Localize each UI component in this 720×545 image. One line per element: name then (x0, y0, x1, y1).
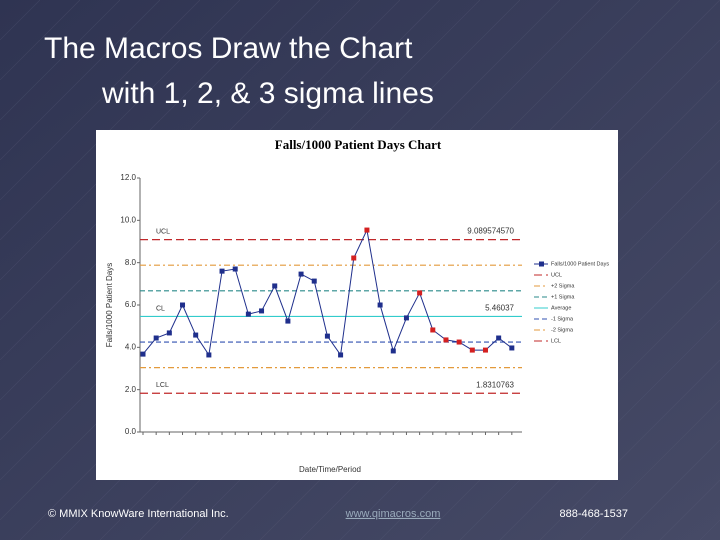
data-point (166, 330, 172, 336)
data-point (364, 227, 370, 233)
data-point (390, 348, 396, 354)
footer-right: 888-468-1537 (559, 508, 628, 520)
legend-point (539, 261, 544, 267)
data-point (219, 268, 225, 274)
data-point (259, 308, 265, 314)
data-point (482, 347, 488, 353)
control-line-tag: LCL (156, 382, 169, 389)
control-line-tag: UCL (156, 228, 170, 235)
data-point (456, 339, 462, 345)
data-point (206, 352, 212, 358)
data-point (509, 345, 515, 351)
y-tick-label: 2.0 (125, 385, 137, 394)
data-point (496, 335, 502, 341)
control-line-value: 1.8310763 (476, 380, 514, 389)
data-point (298, 271, 304, 277)
data-point (140, 351, 146, 357)
legend-label: Average (551, 305, 571, 311)
slide-title: The Macros Draw the Chart (44, 32, 413, 65)
data-point (193, 332, 199, 338)
legend-label: -1 Sigma (551, 316, 574, 322)
y-tick-label: 10.0 (120, 215, 136, 224)
footer-left: © MMIX KnowWare International Inc. (48, 508, 229, 520)
footer-link[interactable]: www.qimacros.com (345, 508, 441, 520)
data-point (403, 315, 409, 321)
data-point (443, 337, 449, 343)
data-point (272, 283, 278, 289)
data-point (377, 302, 383, 308)
data-point (417, 290, 423, 296)
data-point (351, 255, 357, 261)
y-tick-label: 8.0 (125, 258, 137, 267)
legend-label: Falls/1000 Patient Days (551, 261, 609, 267)
data-point (232, 266, 238, 272)
legend-label: UCL (551, 272, 562, 278)
x-axis-label: Date/Time/Period (299, 465, 361, 474)
data-point (469, 347, 475, 353)
slide-title: with 1, 2, & 3 sigma lines (101, 77, 434, 110)
chart-title: Falls/1000 Patient Days Chart (275, 137, 442, 152)
data-point (180, 302, 186, 308)
data-point (285, 318, 291, 324)
control-line-value: 5.46037 (485, 304, 514, 313)
y-tick-label: 4.0 (125, 342, 137, 351)
data-point (430, 327, 436, 333)
data-point (324, 333, 330, 339)
legend-label: -2 Sigma (551, 327, 574, 333)
data-point (245, 311, 251, 317)
y-tick-label: 12.0 (120, 173, 136, 182)
y-axis-label: Falls/1000 Patient Days (105, 263, 114, 348)
data-point (338, 352, 344, 358)
legend-label: +1 Sigma (551, 294, 575, 300)
control-line-value: 9.089574570 (467, 227, 514, 236)
legend-label: LCL (551, 338, 561, 344)
y-tick-label: 6.0 (125, 300, 137, 309)
legend-label: +2 Sigma (551, 283, 575, 289)
control-line-tag: CL (156, 305, 165, 312)
chart-area (96, 130, 618, 480)
data-point (153, 335, 159, 341)
y-tick-label: 0.0 (125, 427, 137, 436)
data-point (311, 278, 317, 284)
